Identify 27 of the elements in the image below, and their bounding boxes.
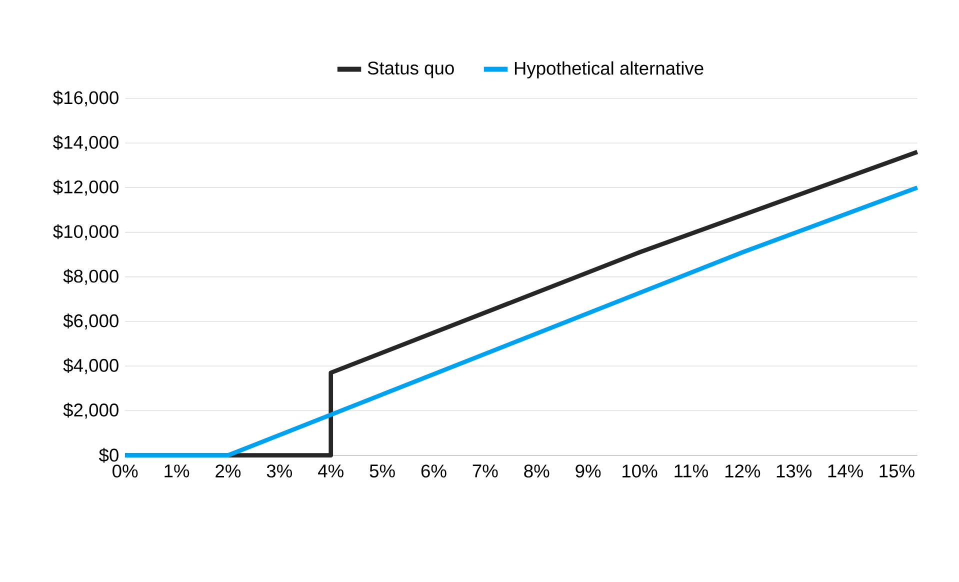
legend-label: Status quo — [368, 62, 454, 78]
x-tick-label: 1% — [164, 464, 190, 478]
y-tick-label: $6,000 — [63, 313, 118, 330]
y-tick-label: $10,000 — [53, 224, 118, 240]
x-tick-label: 10% — [622, 464, 658, 478]
x-tick-label: 8% — [524, 464, 550, 478]
y-tick-label: $8,000 — [63, 268, 118, 285]
x-tick-label: 2% — [216, 464, 241, 478]
x-tick-label: 0% — [112, 464, 138, 478]
y-tick-label: $12,000 — [53, 180, 118, 196]
y-tick-label: $4,000 — [63, 358, 118, 374]
x-tick-label: 4% — [318, 464, 344, 478]
x-tick-label: 12% — [725, 464, 760, 478]
y-tick-label: $14,000 — [53, 135, 118, 151]
x-tick-label: 5% — [370, 464, 395, 478]
legend-label: Hypothetical alternative — [514, 61, 704, 78]
x-tick-label: 14% — [828, 464, 863, 478]
x-tick-label: 3% — [266, 464, 292, 478]
y-tick-label: $0 — [98, 448, 118, 463]
x-tick-label: 7% — [472, 464, 498, 478]
x-tick-label: 9% — [576, 464, 601, 478]
y-tick-label: $2,000 — [63, 402, 118, 419]
y-tick-label: $16,000 — [53, 90, 118, 106]
x-tick-label: 11% — [674, 464, 708, 478]
x-tick-label: 15% — [880, 464, 914, 478]
x-tick-label: 6% — [421, 464, 446, 478]
x-tick-label: 13% — [776, 464, 812, 478]
